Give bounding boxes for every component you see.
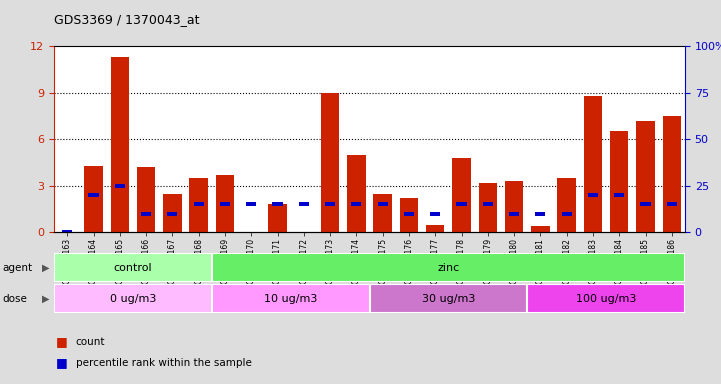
Bar [562,212,572,216]
Bar [190,178,208,232]
Text: ▶: ▶ [42,263,49,273]
Bar [588,193,598,197]
Bar [369,284,527,313]
Bar [483,202,493,206]
Text: count: count [76,337,105,347]
Bar [584,96,602,232]
Bar [351,202,361,206]
Text: GDS3369 / 1370043_at: GDS3369 / 1370043_at [54,13,200,26]
Bar [430,212,441,216]
Bar [610,131,629,232]
Bar [399,198,418,232]
Bar [321,93,340,232]
Bar [505,181,523,232]
Bar [527,284,685,313]
Bar [62,230,72,234]
Bar [348,155,366,232]
Text: 30 ug/m3: 30 ug/m3 [422,293,475,304]
Text: zinc: zinc [437,263,459,273]
Bar [54,284,212,313]
Bar [194,202,204,206]
Bar [426,225,444,232]
Bar [614,193,624,197]
Text: 100 ug/m3: 100 ug/m3 [576,293,636,304]
Bar [212,284,369,313]
Bar [373,194,392,232]
Bar [378,202,388,206]
Bar [325,202,335,206]
Bar [115,184,125,188]
Bar [273,202,283,206]
Bar [452,158,471,232]
Bar [479,183,497,232]
Text: 0 ug/m3: 0 ug/m3 [110,293,156,304]
Text: ▶: ▶ [42,294,49,304]
Text: dose: dose [2,294,27,304]
Bar [137,167,155,232]
Text: 10 ug/m3: 10 ug/m3 [264,293,317,304]
Bar [163,194,182,232]
Text: agent: agent [2,263,32,273]
Bar [637,121,655,232]
Bar [212,253,685,282]
Bar [640,202,650,206]
Text: control: control [114,263,152,273]
Bar [557,178,576,232]
Bar [268,204,287,232]
Bar [298,202,309,206]
Bar [663,116,681,232]
Text: ■: ■ [56,356,68,369]
Bar [89,193,99,197]
Bar [84,166,102,232]
Bar [246,202,256,206]
Bar [54,253,212,282]
Bar [216,175,234,232]
Bar [220,202,230,206]
Bar [667,202,677,206]
Bar [456,202,466,206]
Text: percentile rank within the sample: percentile rank within the sample [76,358,252,368]
Text: ■: ■ [56,335,68,348]
Bar [509,212,519,216]
Bar [404,212,414,216]
Bar [167,212,177,216]
Bar [141,212,151,216]
Bar [110,57,129,232]
Bar [531,226,549,232]
Bar [535,212,545,216]
